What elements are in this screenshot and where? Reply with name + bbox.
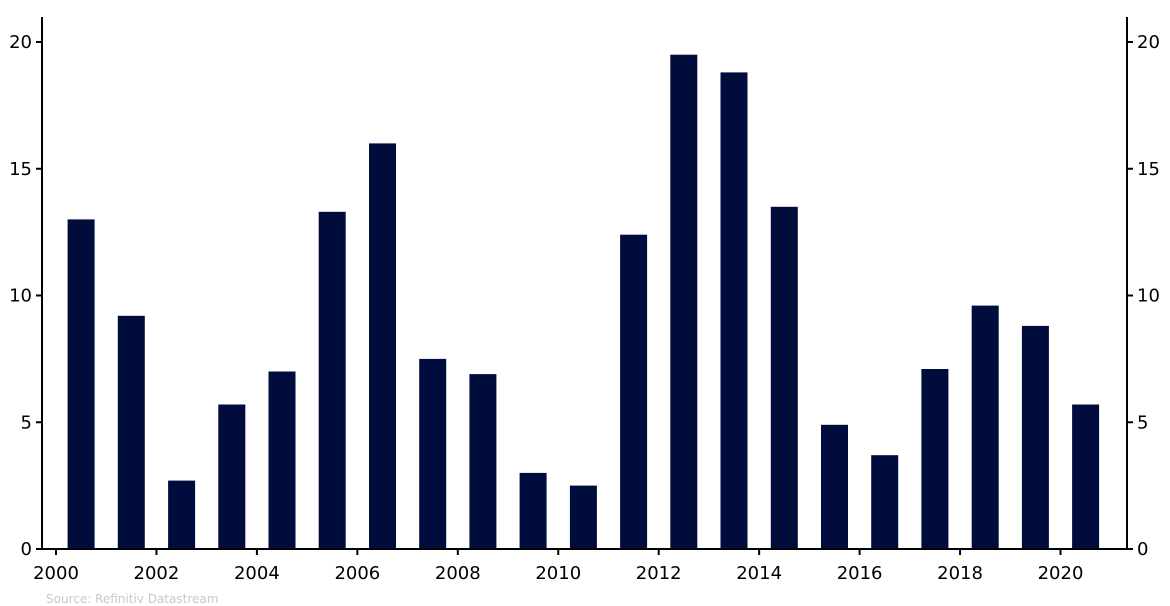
bar-2013 xyxy=(720,72,748,550)
left-y-tick-label-15: 15 xyxy=(9,159,32,180)
bar-2016 xyxy=(871,455,899,549)
x-tick-label-2016: 2016 xyxy=(837,563,883,584)
x-tick-label-2004: 2004 xyxy=(234,563,280,584)
bar-2005 xyxy=(318,211,346,550)
bars-group xyxy=(67,54,1100,550)
bar-2019 xyxy=(1021,325,1049,549)
x-tick-label-2014: 2014 xyxy=(736,563,782,584)
bar-2002 xyxy=(168,480,196,549)
axes-group xyxy=(36,17,1133,555)
x-tick-label-2006: 2006 xyxy=(334,563,380,584)
bar-2018 xyxy=(971,305,999,549)
bar-2017 xyxy=(921,369,949,549)
x-tick-label-2002: 2002 xyxy=(134,563,180,584)
x-tick-label-2010: 2010 xyxy=(535,563,581,584)
x-tick-label-2018: 2018 xyxy=(937,563,983,584)
bar-2012 xyxy=(670,54,698,549)
left-y-tick-label-5: 5 xyxy=(21,412,32,433)
bar-2020 xyxy=(1072,404,1100,549)
bar-2009 xyxy=(519,472,547,549)
bar-2008 xyxy=(469,374,497,549)
bar-2000 xyxy=(67,219,95,549)
right-y-tick-label-5: 5 xyxy=(1137,412,1148,433)
bar-2001 xyxy=(117,315,145,549)
left-y-tick-label-20: 20 xyxy=(9,32,32,53)
right-y-tick-label-20: 20 xyxy=(1137,32,1160,53)
right-y-tick-label-15: 15 xyxy=(1137,159,1160,180)
bar-2004 xyxy=(268,371,296,549)
x-tick-label-2012: 2012 xyxy=(636,563,682,584)
bar-2015 xyxy=(821,424,848,549)
bar-2011 xyxy=(620,234,648,549)
bar-2007 xyxy=(419,358,447,549)
x-tick-label-2000: 2000 xyxy=(33,563,79,584)
right-y-tick-label-0: 0 xyxy=(1137,539,1148,560)
bar-2006 xyxy=(369,143,396,549)
right-y-tick-label-10: 10 xyxy=(1137,286,1160,307)
left-y-tick-label-0: 0 xyxy=(21,539,32,560)
bar-2014 xyxy=(770,206,798,550)
source-note: Source: Refinitiv Datastream xyxy=(46,592,219,606)
left-y-tick-label-10: 10 xyxy=(9,286,32,307)
x-tick-label-2008: 2008 xyxy=(435,563,481,584)
bar-2003 xyxy=(218,404,246,549)
x-tick-label-2020: 2020 xyxy=(1038,563,1084,584)
bar-2010 xyxy=(569,485,597,549)
